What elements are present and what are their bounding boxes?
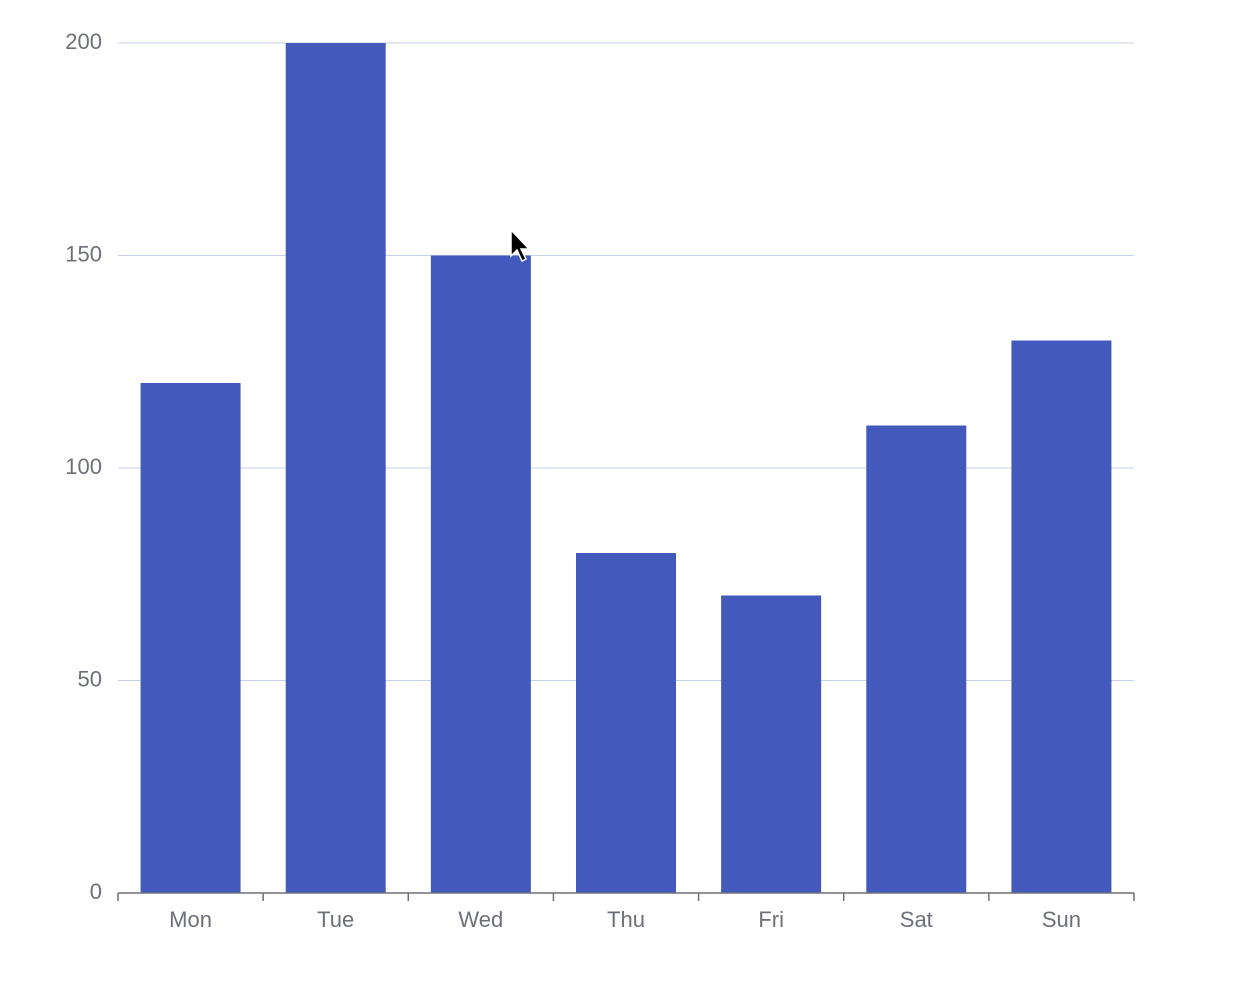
x-tick-label: Wed	[458, 907, 503, 932]
mouse-cursor	[510, 228, 531, 263]
x-tick-label: Sun	[1042, 907, 1081, 932]
y-tick-label: 150	[65, 241, 102, 266]
bar	[866, 425, 967, 893]
bar	[1011, 340, 1112, 893]
x-tick-label: Sat	[900, 907, 933, 932]
plot: 0 50 100 150 200 Mon Tue Wed Thu Fri Sat Sun	[65, 29, 1135, 932]
bar	[721, 595, 822, 893]
x-tick-label: Fri	[758, 907, 784, 932]
y-tick-label: 200	[65, 29, 102, 54]
x-tick-label: Tue	[317, 907, 354, 932]
bar	[285, 43, 386, 893]
bar	[140, 383, 241, 893]
y-tick-label: 0	[90, 879, 102, 904]
bar	[430, 255, 531, 893]
x-tick-label: Mon	[169, 907, 212, 932]
x-tick-label: Thu	[607, 907, 645, 932]
y-tick-label: 100	[65, 454, 102, 479]
y-tick-label: 50	[78, 666, 102, 691]
bar	[576, 553, 676, 893]
